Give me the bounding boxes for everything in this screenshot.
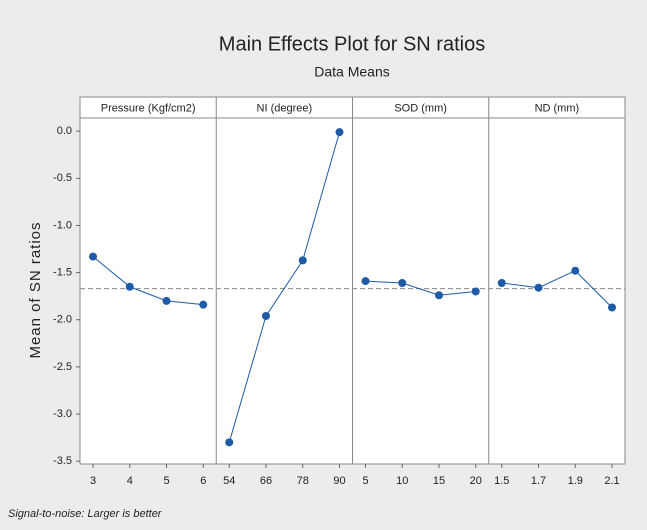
- x-tick-label: 66: [260, 475, 272, 487]
- x-tick-label: 6: [200, 475, 206, 487]
- x-tick-label: 90: [333, 475, 345, 487]
- series-line: [501, 270, 613, 308]
- data-point: [398, 278, 407, 287]
- x-tick-label: 5: [163, 475, 169, 487]
- x-tick-label: 20: [470, 475, 482, 487]
- panel-title: NI (degree): [257, 102, 313, 114]
- footnote: Signal-to-noise: Larger is better: [8, 508, 163, 520]
- data-point: [162, 296, 171, 305]
- y-tick-label: -1.0: [53, 219, 72, 231]
- panel-title: Pressure (Kgf/cm2): [101, 102, 196, 114]
- data-point: [471, 287, 480, 296]
- x-tick-label: 1.9: [568, 475, 583, 487]
- y-axis-label: Mean of SN ratios: [27, 221, 44, 358]
- data-point: [534, 283, 543, 292]
- data-point: [225, 438, 234, 447]
- y-tick-label: -3.0: [53, 408, 72, 420]
- panel-title: SOD (mm): [394, 102, 447, 114]
- data-point: [608, 303, 616, 312]
- panel-title: ND (mm): [535, 102, 580, 114]
- x-tick-label: 10: [396, 475, 408, 487]
- series-line: [365, 280, 476, 296]
- y-tick-label: -1.5: [53, 267, 72, 279]
- x-tick-label: 1.5: [494, 475, 509, 487]
- data-point: [435, 291, 443, 300]
- x-tick-label: 1.7: [531, 475, 546, 487]
- x-tick-label: 3: [90, 475, 96, 487]
- x-tick-label: 15: [433, 475, 445, 487]
- x-tick-label: 5: [362, 475, 368, 487]
- y-tick-label: -2.5: [53, 361, 72, 373]
- y-tick-label: -2.0: [53, 314, 72, 326]
- data-point: [262, 311, 270, 320]
- y-tick-label: -3.5: [53, 455, 72, 467]
- data-point: [125, 282, 134, 291]
- x-tick-label: 4: [127, 475, 133, 487]
- data-point: [571, 266, 580, 275]
- y-tick-label: -0.5: [53, 172, 72, 184]
- series-line: [228, 132, 340, 443]
- data-point: [361, 277, 370, 286]
- data-point: [89, 252, 97, 261]
- x-tick-label: 78: [297, 475, 309, 487]
- chart-subtitle: Data Means: [314, 64, 389, 80]
- data-point: [199, 300, 208, 309]
- data-point: [298, 256, 307, 265]
- x-tick-label: 54: [223, 475, 235, 487]
- series-line: [92, 256, 204, 306]
- chart-title: Main Effects Plot for SN ratios: [219, 33, 485, 55]
- data-point: [497, 278, 506, 287]
- y-tick-label: 0.0: [57, 125, 72, 137]
- data-point: [335, 128, 344, 137]
- x-tick-label: 2.1: [604, 475, 619, 487]
